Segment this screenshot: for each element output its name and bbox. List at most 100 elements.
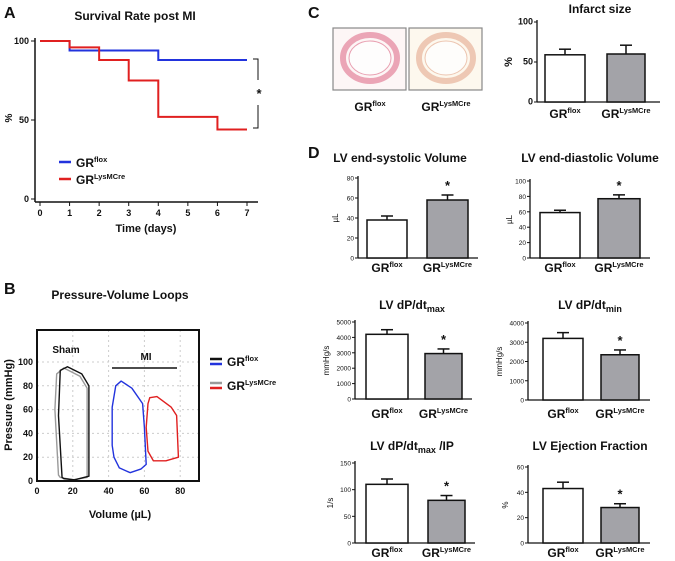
y-tick-label: 4000 (337, 335, 352, 342)
y-tick-label: 4000 (510, 321, 525, 328)
panel-label-d: D (308, 145, 320, 162)
group-label-sup: flox (245, 354, 259, 363)
bar-gr-flox (544, 54, 586, 103)
y-tick-label: 1000 (337, 381, 352, 388)
heart-section (340, 32, 400, 84)
y-tick-label: 2000 (510, 359, 525, 366)
y-tick-label: 0 (520, 398, 524, 405)
y-axis-label: mmHg/s (495, 347, 504, 377)
group-label: GRLysMCre (76, 172, 125, 187)
group-label-sup: LysMCre (613, 406, 644, 415)
group-label-sup: flox (562, 260, 576, 269)
group-label: GRLysMCre (601, 106, 650, 121)
y-tick-label: 20 (23, 452, 33, 462)
group-label-sup: flox (565, 545, 579, 554)
y-tick-label: 100 (518, 17, 533, 27)
y-axis-label: µL (505, 214, 514, 224)
group-label-sup: LysMCre (619, 106, 650, 115)
y-axis-label: % (4, 113, 15, 122)
x-tick-label: 6 (215, 208, 220, 218)
y-tick-label: 0 (520, 541, 524, 548)
group-label: GRLysMCre (422, 545, 471, 560)
x-tick-label: 4 (156, 208, 161, 218)
group-label-base: GR (419, 407, 437, 421)
group-label-base: GR (549, 107, 567, 121)
group-label: GRflox (354, 99, 386, 114)
bar-chart-2: LV end-diastolic Volume020406080100µLGRf… (505, 151, 659, 275)
group-label: GRflox (547, 406, 579, 421)
chart-title-main: Infarct size (569, 2, 632, 16)
significance-star: * (616, 178, 622, 193)
survival-chart: Survival Rate post MI 0 50 100 0 1 2 3 4 5 6 7 Time … (4, 9, 262, 235)
y-tick-label: 100 (515, 179, 526, 186)
bar-gr-flox (539, 211, 581, 259)
y-tick-label: 3000 (337, 350, 352, 357)
y-axis-label: % (503, 57, 515, 67)
histology-image-1: GRLysMCre (408, 27, 483, 114)
group-label: GRLysMCre (227, 378, 276, 393)
chart-title-main: LV dP/dt (370, 439, 418, 453)
significance-star: * (444, 479, 450, 494)
survival-line-1 (40, 40, 247, 131)
chart-title: LV dP/dtmax /IP (370, 439, 454, 455)
group-label-sup: flox (389, 406, 403, 415)
group-label-base: GR (601, 107, 619, 121)
bar-gr-flox (365, 333, 409, 400)
mi-label: MI (140, 352, 151, 363)
group-label-base: GR (547, 407, 565, 421)
chart-title: LV end-systolic Volume (333, 151, 467, 165)
group-label-base: GR (76, 156, 94, 170)
x-tick-label: 2 (97, 208, 102, 218)
y-tick-label: 60 (347, 196, 355, 203)
x-tick-label: 1 (67, 208, 72, 218)
group-label-base: GR (76, 173, 94, 187)
y-axis-label: Pressure (mmHg) (3, 359, 15, 451)
x-axis-label: Time (days) (116, 223, 177, 235)
heart-lumen (348, 40, 392, 76)
group-label-sup: LysMCre (94, 172, 125, 181)
group-label-base: GR (547, 546, 565, 560)
chart-title: Pressure-Volume Loops (51, 288, 188, 302)
significance-star: * (617, 333, 623, 348)
group-label-base: GR (421, 100, 439, 114)
chart-title: LV end-diastolic Volume (521, 151, 659, 165)
y-tick-label: 0 (347, 541, 351, 548)
bar-chart-4: LV dP/dtmin01000200030004000mmHg/sGRflox… (495, 298, 650, 421)
bar-chart-3: LV dP/dtmax 0 1000 2000 3000 4000 5000 mmHg/s GR… (322, 298, 472, 421)
survival-line-0 (40, 40, 247, 61)
group-label: GRLysMCre (423, 260, 472, 275)
group-label-base: GR (371, 407, 389, 421)
group-label-sup: LysMCre (440, 545, 471, 554)
y-axis-label: µL (331, 213, 340, 223)
x-tick-label: 60 (139, 486, 149, 496)
y-tick-label: 3000 (510, 340, 525, 347)
group-label-base: GR (594, 261, 612, 275)
chart-title: LV Ejection Fraction (532, 439, 647, 453)
y-tick-label: 0 (347, 397, 351, 404)
histology-image-0: GRflox (332, 27, 407, 114)
x-tick-label: 80 (175, 486, 185, 496)
group-label-sup: flox (372, 99, 386, 108)
heart-lumen (424, 40, 468, 76)
y-tick-label: 80 (23, 381, 33, 391)
y-tick-label: 100 (340, 487, 351, 494)
group-label: GRLysMCre (421, 99, 470, 114)
bar-gr-lysmcre (600, 354, 640, 401)
group-label-base: GR (371, 261, 389, 275)
group-label: GRflox (371, 545, 403, 560)
y-tick-label: 40 (23, 428, 33, 438)
y-tick-label: 20 (517, 515, 525, 522)
bar-gr-lysmcre (426, 199, 469, 259)
x-tick-label: 20 (68, 486, 78, 496)
group-label-sup: flox (94, 155, 108, 164)
panel-label-b: B (4, 281, 16, 298)
plot-frame (36, 329, 200, 482)
significance-bracket (253, 58, 259, 129)
y-axis-label: mmHg/s (322, 346, 331, 376)
pv-loop-2 (111, 380, 147, 474)
y-tick-label: 0 (28, 476, 33, 486)
y-tick-label: 60 (519, 209, 527, 216)
group-label-sup: LysMCre (441, 260, 472, 269)
group-label-base: GR (354, 100, 372, 114)
chart-title-main: LV dP/dt (558, 298, 606, 312)
